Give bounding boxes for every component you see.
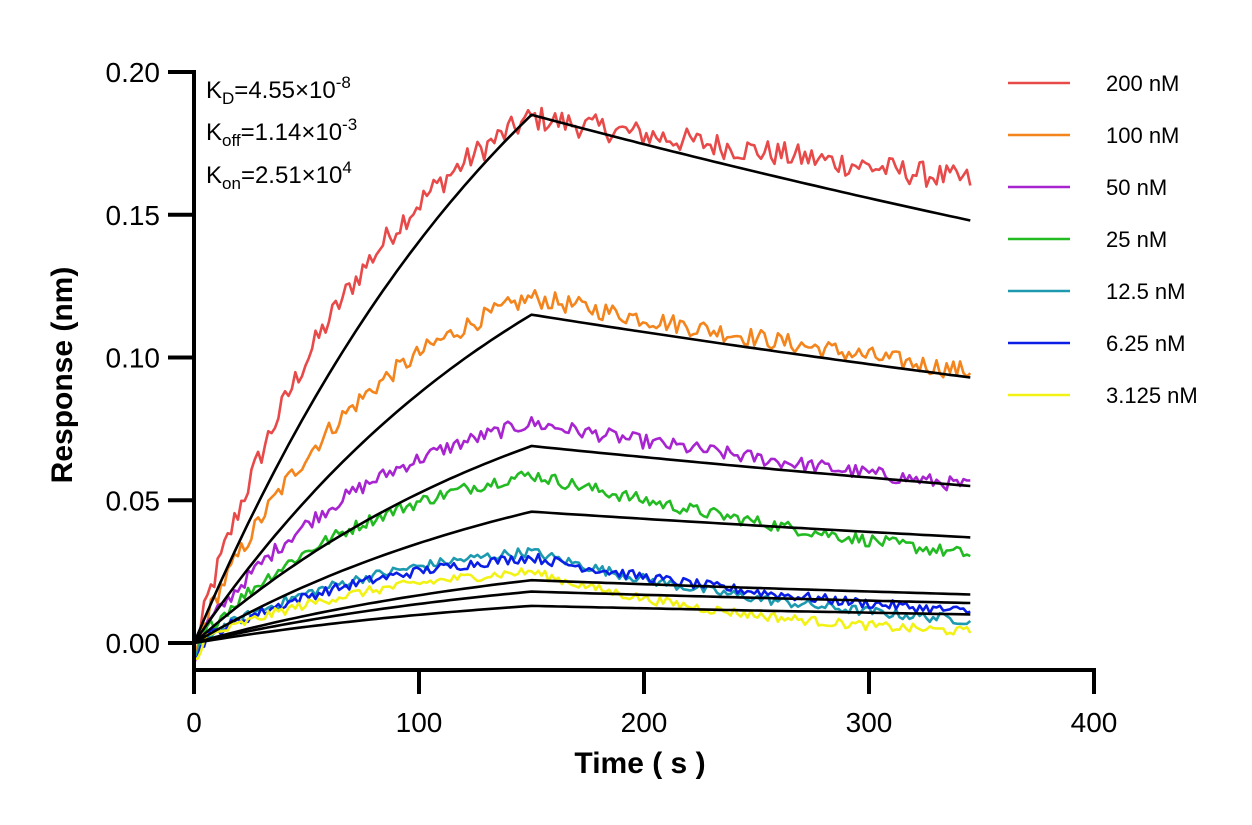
fit-curve-5	[193, 590, 971, 645]
legend-label: 6.25 nM	[1106, 331, 1186, 356]
y-tick-label: 0.10	[106, 343, 161, 374]
fit-curve-4	[193, 578, 971, 645]
legend: 200 nM 100 nM 50 nM 25 nM 12.5 nM 6.25 nM 3.12…	[1008, 71, 1198, 408]
kinetic-constants: KD=4.55×10-8 Koff=1.14×10-3 Kon=2.51×104	[206, 73, 357, 193]
measured-trace-4	[192, 547, 972, 660]
y-tick-label: 0.20	[106, 57, 161, 88]
y-tick-label: 0.05	[106, 485, 161, 516]
measured-trace-0	[192, 106, 972, 657]
fit-curves	[192, 113, 971, 645]
fit-curve-6	[193, 604, 971, 645]
fit-curve-1	[192, 313, 971, 644]
kd-annotation: KD=4.55×10-8	[206, 73, 351, 108]
fit-curve-2	[193, 444, 971, 644]
measured-trace-3	[192, 470, 971, 658]
y-tick-label: 0.00	[106, 628, 161, 659]
legend-label: 25 nM	[1106, 227, 1167, 252]
tick-labels: 0.00 0.05 0.10 0.15 0.20 0 100 200 300 400	[106, 57, 1118, 738]
measured-trace-5	[193, 552, 971, 660]
legend-label: 200 nM	[1106, 71, 1179, 96]
x-tick-label: 400	[1071, 707, 1118, 738]
x-tick-label: 100	[396, 707, 443, 738]
fit-curve-3	[193, 510, 971, 645]
measured-trace-1	[192, 288, 972, 656]
fit-curve-0	[192, 113, 971, 644]
x-tick-label: 300	[846, 707, 893, 738]
legend-label: 12.5 nM	[1106, 279, 1186, 304]
legend-label: 3.125 nM	[1106, 383, 1198, 408]
x-tick-label: 0	[186, 707, 202, 738]
measured-traces	[192, 106, 972, 665]
legend-label: 100 nM	[1106, 123, 1179, 148]
x-axis-title: Time ( s )	[574, 747, 705, 780]
measured-trace-2	[192, 415, 971, 665]
y-axis-title: Response (nm)	[46, 267, 79, 484]
x-tick-label: 200	[621, 707, 668, 738]
y-tick-label: 0.15	[106, 200, 161, 231]
legend-label: 50 nM	[1106, 175, 1167, 200]
kon-annotation: Kon=2.51×104	[206, 158, 352, 193]
axes	[168, 70, 1096, 694]
koff-annotation: Koff=1.14×10-3	[206, 115, 357, 150]
